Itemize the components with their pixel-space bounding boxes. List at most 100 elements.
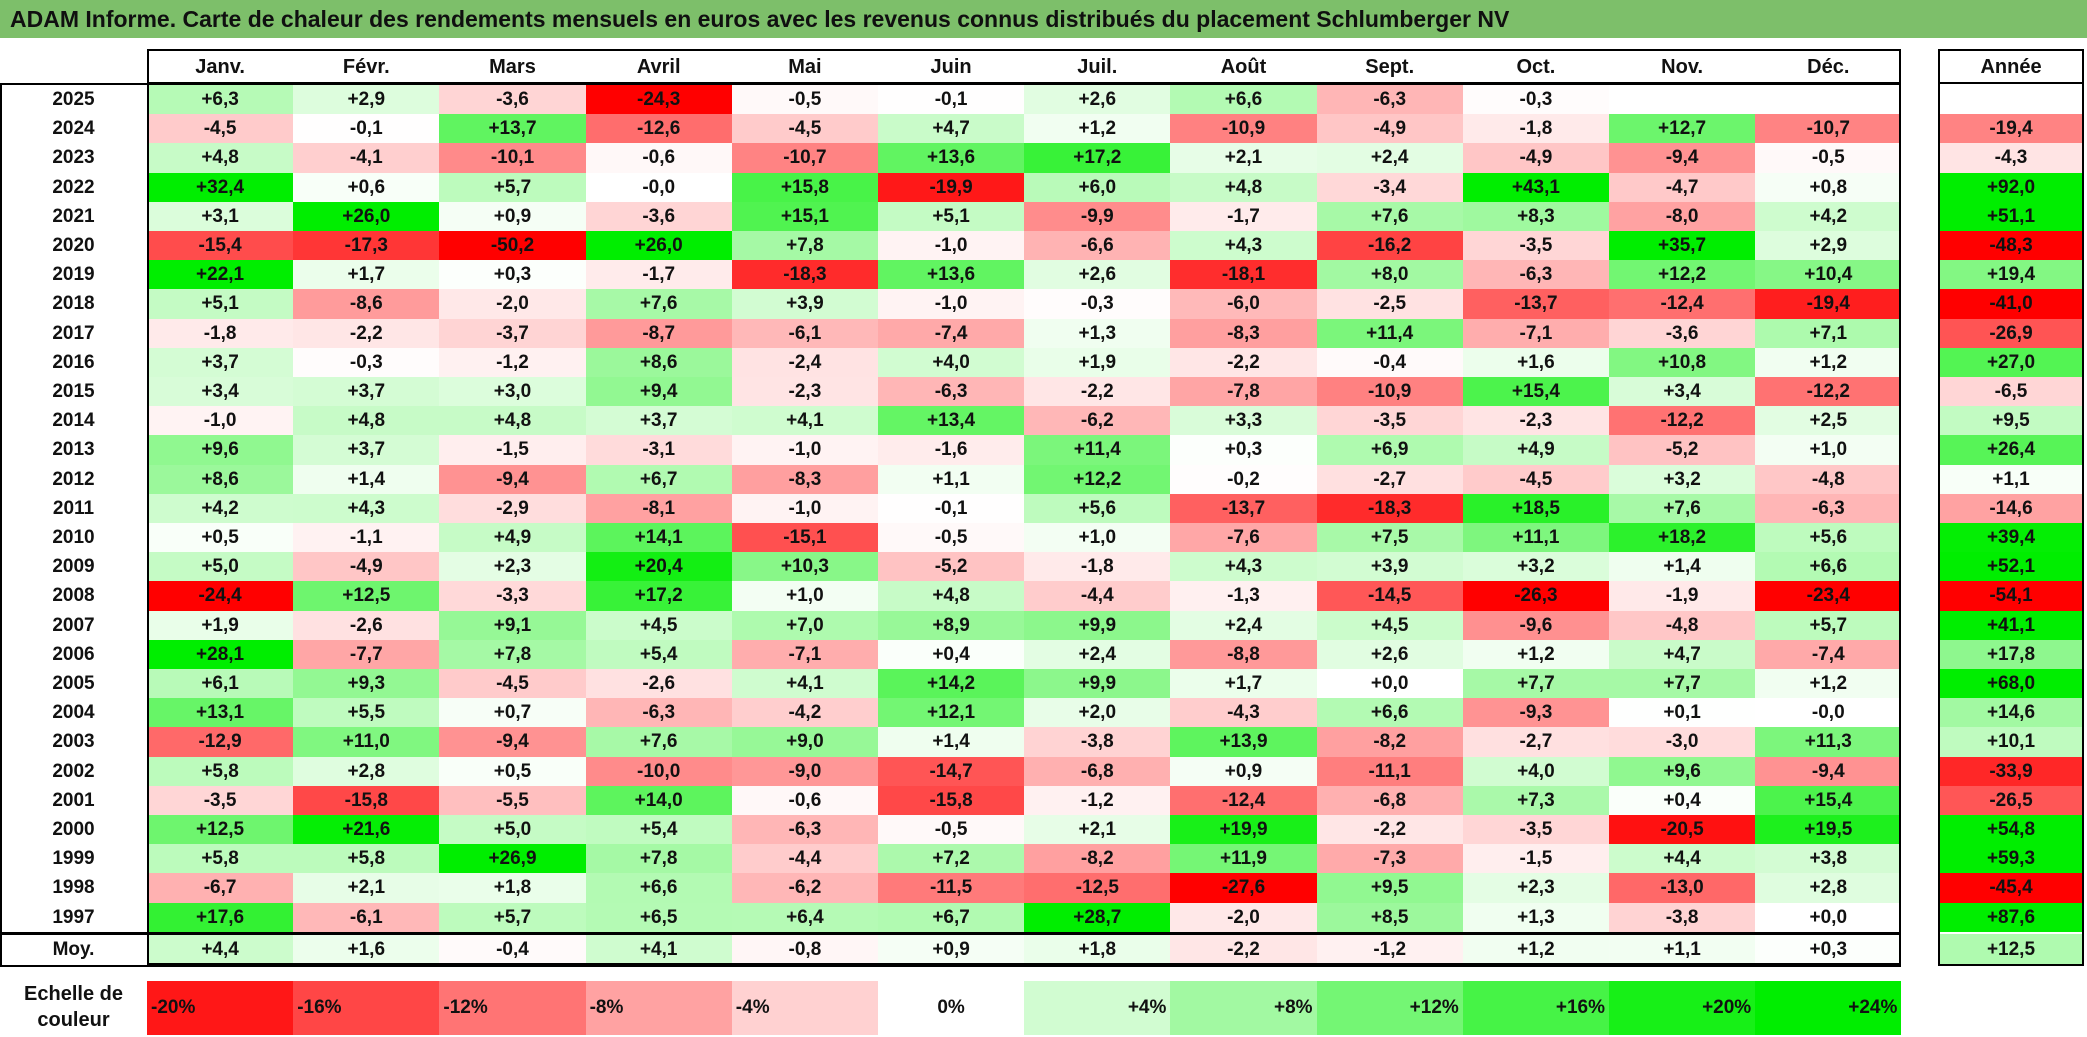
year-label: 2013 bbox=[52, 439, 95, 461]
heatmap-cell: -19,4 bbox=[1755, 289, 1902, 319]
heatmap-cell: +9,6 bbox=[1609, 756, 1756, 786]
heatmap-cell: -3,5 bbox=[147, 785, 294, 815]
average-cell: -2,2 bbox=[1170, 934, 1317, 966]
heatmap-cell: -12,5 bbox=[1024, 873, 1171, 903]
heatmap-cell: -8,2 bbox=[1316, 727, 1463, 757]
heatmap-cell: -4,5 bbox=[439, 669, 586, 699]
year-label: 2001 bbox=[52, 789, 95, 811]
heatmap-cell: +7,6 bbox=[585, 727, 732, 757]
heatmap-cell: -3,5 bbox=[1462, 231, 1609, 261]
heatmap-cell: +3,7 bbox=[147, 347, 294, 377]
heatmap-cell: +1,9 bbox=[1024, 347, 1171, 377]
heatmap-cell: +2,4 bbox=[1316, 143, 1463, 173]
heatmap-cell: +5,7 bbox=[439, 172, 586, 202]
heatmap-cell: +17,2 bbox=[1024, 143, 1171, 173]
heatmap-cell: +10,3 bbox=[731, 552, 878, 582]
heatmap-cell: -10,9 bbox=[1170, 114, 1317, 144]
heatmap-cell: +5,6 bbox=[1755, 523, 1902, 553]
heatmap-cell: -6,3 bbox=[585, 698, 732, 728]
heatmap-cell: -3,0 bbox=[1609, 727, 1756, 757]
heatmap-cell: +1,2 bbox=[1462, 639, 1609, 669]
annual-cell: +9,5 bbox=[1938, 406, 2084, 436]
heatmap-cell: +4,8 bbox=[147, 143, 294, 173]
color-scale-swatch: +24% bbox=[1755, 981, 1902, 1035]
heatmap-cell: +6,6 bbox=[1755, 552, 1902, 582]
annual-cell: +52,1 bbox=[1938, 552, 2084, 582]
heatmap-cell: -8,6 bbox=[293, 289, 440, 319]
heatmap-cell: +6,0 bbox=[1024, 172, 1171, 202]
heatmap-cell: +3,4 bbox=[1609, 377, 1756, 407]
color-scale-swatch: +16% bbox=[1462, 981, 1609, 1035]
heatmap-cell: +1,7 bbox=[293, 260, 440, 290]
heatmap-cell: +9,3 bbox=[293, 669, 440, 699]
heatmap-cell: +11,0 bbox=[293, 727, 440, 757]
heatmap-cell: +2,3 bbox=[1462, 873, 1609, 903]
heatmap-cell: -15,8 bbox=[293, 785, 440, 815]
color-scale-swatch: -4% bbox=[731, 981, 878, 1035]
heatmap-cell: -6,3 bbox=[1755, 493, 1902, 523]
heatmap-cell: -19,9 bbox=[878, 172, 1025, 202]
heatmap-cell: +0,3 bbox=[439, 260, 586, 290]
heatmap-cell: -3,6 bbox=[439, 85, 586, 115]
heatmap-cell: -11,5 bbox=[878, 873, 1025, 903]
heatmap-cell: +2,9 bbox=[1755, 231, 1902, 261]
heatmap-cell: -10,9 bbox=[1316, 377, 1463, 407]
annual-cell: +19,4 bbox=[1938, 260, 2084, 290]
year-label: 2000 bbox=[52, 819, 95, 840]
heatmap-cell: -1,0 bbox=[147, 406, 294, 436]
heatmap-cell: +5,4 bbox=[585, 815, 732, 845]
heatmap-cell: +9,5 bbox=[1316, 873, 1463, 903]
heatmap-cell: +4,3 bbox=[293, 493, 440, 523]
heatmap-cell: -7,3 bbox=[1316, 844, 1463, 874]
heatmap-cell: +3,2 bbox=[1609, 464, 1756, 494]
month-header: Mai bbox=[788, 56, 822, 78]
heatmap-cell: -9,4 bbox=[1755, 756, 1902, 786]
heatmap-cell: -2,4 bbox=[731, 347, 878, 377]
color-scale-swatch: -8% bbox=[585, 981, 732, 1035]
heatmap-cell: +6,9 bbox=[1316, 435, 1463, 465]
heatmap-cell: +11,9 bbox=[1170, 844, 1317, 874]
heatmap-cell: +1,7 bbox=[1170, 669, 1317, 699]
heatmap-cell: +1,2 bbox=[1024, 114, 1171, 144]
heatmap-cell: -16,2 bbox=[1316, 231, 1463, 261]
heatmap-cell: -9,4 bbox=[439, 727, 586, 757]
heatmap-cell: -8,8 bbox=[1170, 639, 1317, 669]
heatmap-cell: +2,8 bbox=[1755, 873, 1902, 903]
heatmap-cell: +4,1 bbox=[731, 669, 878, 699]
heatmap-cell: +1,0 bbox=[731, 581, 878, 611]
heatmap-cell: +8,9 bbox=[878, 610, 1025, 640]
average-cell: +4,4 bbox=[147, 934, 294, 966]
heatmap-cell: +6,3 bbox=[147, 85, 294, 115]
heatmap-cell: +3,8 bbox=[1755, 844, 1902, 874]
heatmap-cell: -4,5 bbox=[731, 114, 878, 144]
year-label: 2018 bbox=[52, 293, 95, 315]
heatmap-cell: +4,8 bbox=[439, 406, 586, 436]
year-label: 2017 bbox=[52, 322, 95, 344]
heatmap-cell: -23,4 bbox=[1755, 581, 1902, 611]
heatmap-cell: -3,8 bbox=[1024, 727, 1171, 757]
heatmap-cell: -12,2 bbox=[1609, 406, 1756, 436]
month-header: Nov. bbox=[1661, 56, 1704, 78]
heatmap-cell: -2,7 bbox=[1316, 464, 1463, 494]
heatmap-cell: -1,6 bbox=[878, 435, 1025, 465]
heatmap-cell: +20,4 bbox=[585, 552, 732, 582]
heatmap-cell: -12,2 bbox=[1755, 377, 1902, 407]
heatmap-cell: +19,5 bbox=[1755, 815, 1902, 845]
color-scale-swatch: -16% bbox=[293, 981, 440, 1035]
heatmap-cell: +13,1 bbox=[147, 698, 294, 728]
heatmap-cell: +7,3 bbox=[1462, 785, 1609, 815]
heatmap-cell: +5,5 bbox=[293, 698, 440, 728]
heatmap-cell: -0,4 bbox=[1316, 347, 1463, 377]
year-label: 2025 bbox=[52, 89, 95, 110]
color-scale-swatch: 0% bbox=[878, 981, 1025, 1035]
heatmap-cell: -0,0 bbox=[585, 172, 732, 202]
heatmap-cell: +2,1 bbox=[293, 873, 440, 903]
report-title: ADAM Informe. Carte de chaleur des rende… bbox=[0, 0, 2087, 38]
heatmap-cell: -5,2 bbox=[1609, 435, 1756, 465]
heatmap-cell bbox=[1755, 85, 1902, 115]
heatmap-cell: +15,4 bbox=[1755, 785, 1902, 815]
heatmap-cell: +1,0 bbox=[1024, 523, 1171, 553]
heatmap-cell: +7,8 bbox=[439, 639, 586, 669]
color-scale-label: Echelle de couleur bbox=[0, 981, 147, 1035]
heatmap-cell: +0,6 bbox=[293, 172, 440, 202]
